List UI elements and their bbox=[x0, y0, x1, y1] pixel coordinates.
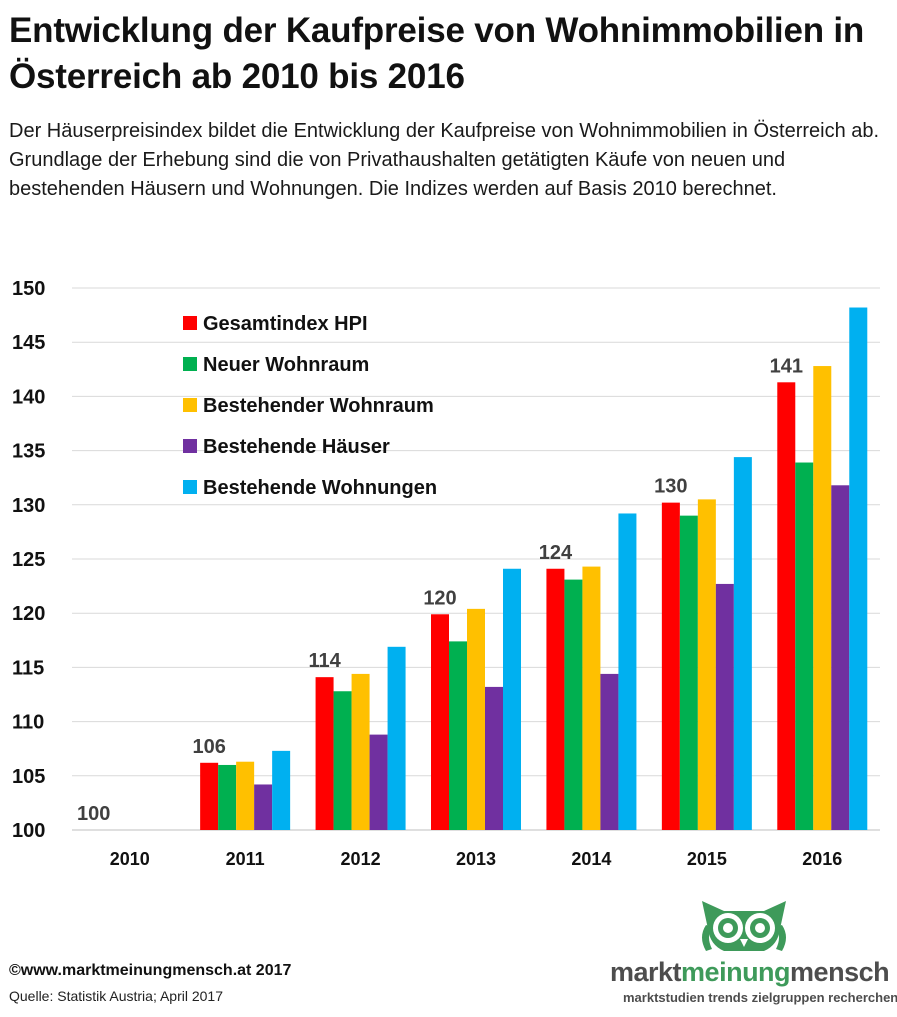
bar bbox=[369, 734, 388, 830]
bar bbox=[715, 583, 734, 830]
legend-label: Bestehende Häuser bbox=[203, 436, 390, 458]
x-tick-label: 2012 bbox=[341, 849, 381, 869]
x-tick-label: 2015 bbox=[687, 849, 727, 869]
bar bbox=[582, 566, 601, 830]
legend-label: Bestehende Wohnungen bbox=[203, 477, 437, 499]
bar bbox=[236, 761, 255, 830]
bar bbox=[600, 673, 619, 830]
bar bbox=[849, 307, 868, 831]
data-label: 141 bbox=[770, 355, 803, 377]
bar-chart: 100 105 110 115 120 125 130 135 140 145 150 2010 100… bbox=[12, 278, 880, 869]
logo-part-markt: markt bbox=[610, 957, 682, 987]
x-tick-label: 2014 bbox=[571, 849, 611, 869]
x-tick-label: 2013 bbox=[456, 849, 496, 869]
data-label: 114 bbox=[308, 650, 341, 672]
data-label: 120 bbox=[423, 587, 456, 609]
bar bbox=[218, 764, 237, 830]
x-tick-label: 2010 bbox=[110, 849, 150, 869]
legend-swatch bbox=[183, 439, 197, 453]
bar bbox=[467, 608, 485, 830]
bar bbox=[564, 579, 583, 830]
bar bbox=[449, 641, 467, 830]
brand-logo: marktmeinungmensch marktstudien trends z… bbox=[610, 895, 897, 1015]
logo-part-mensch: mensch bbox=[790, 957, 890, 987]
y-tick-label: 105 bbox=[12, 766, 45, 788]
legend-swatch bbox=[183, 480, 197, 494]
bar bbox=[661, 502, 680, 830]
y-tick-label: 145 bbox=[12, 332, 45, 354]
legend-swatch bbox=[183, 316, 197, 330]
y-tick-label: 125 bbox=[12, 549, 45, 571]
bar bbox=[333, 691, 352, 830]
logo-part-meinung: meinung bbox=[681, 957, 791, 987]
y-tick-label: 115 bbox=[12, 657, 44, 679]
legend-label: Gesamtindex HPI bbox=[203, 313, 368, 335]
bar bbox=[618, 513, 637, 830]
bar bbox=[254, 784, 273, 830]
bar bbox=[679, 515, 698, 830]
legend-label: Neuer Wohnraum bbox=[203, 354, 369, 376]
x-tick-label: 2011 bbox=[226, 849, 265, 869]
y-tick-label: 120 bbox=[12, 603, 45, 625]
bar bbox=[795, 462, 814, 830]
logo-tagline: marktstudien trends zielgruppen recherch… bbox=[623, 990, 897, 1005]
y-tick-label: 130 bbox=[12, 495, 45, 517]
bar bbox=[272, 750, 291, 830]
legend-swatch bbox=[183, 398, 197, 412]
owl-icon bbox=[702, 901, 786, 951]
y-tick-label: 100 bbox=[12, 820, 45, 842]
bar bbox=[733, 457, 752, 830]
bar bbox=[485, 686, 503, 830]
chart-title: Entwicklung der Kaufpreise von Wohnimmob… bbox=[9, 11, 865, 96]
bar bbox=[831, 485, 850, 830]
y-tick-label: 150 bbox=[12, 278, 45, 300]
data-label: 124 bbox=[539, 542, 573, 564]
bar bbox=[777, 382, 796, 830]
y-tick-label: 110 bbox=[12, 712, 44, 734]
bar bbox=[546, 568, 565, 830]
x-tick-label: 2016 bbox=[802, 849, 842, 869]
data-label: 106 bbox=[192, 736, 225, 758]
bar bbox=[387, 646, 406, 830]
data-label: 130 bbox=[654, 476, 687, 498]
y-tick-label: 140 bbox=[12, 386, 45, 408]
bar bbox=[697, 499, 716, 830]
bar bbox=[315, 677, 334, 830]
bar bbox=[813, 366, 832, 830]
data-label: 100 bbox=[77, 803, 110, 825]
logo-wordmark: marktmeinungmensch bbox=[610, 957, 895, 988]
source-text: Quelle: Statistik Austria; April 2017 bbox=[9, 988, 223, 1004]
y-tick-label: 135 bbox=[12, 441, 45, 463]
bar bbox=[200, 762, 219, 830]
bar bbox=[503, 568, 521, 830]
legend-swatch bbox=[183, 357, 197, 371]
bar bbox=[431, 614, 449, 830]
legend-label: Bestehender Wohnraum bbox=[203, 395, 434, 417]
chart-subtitle: Der Häuserpreisindex bildet die Entwickl… bbox=[9, 120, 880, 200]
bar bbox=[351, 673, 370, 830]
copyright-text: ©www.marktmeinungmensch.at 2017 bbox=[9, 962, 292, 979]
